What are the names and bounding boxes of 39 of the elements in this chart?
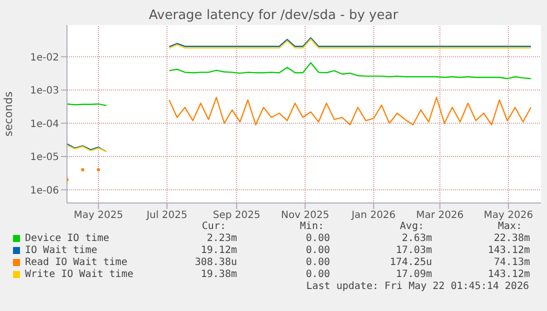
text: 74.13m [492, 257, 530, 268]
x-tick-label: Sep 2025 [212, 210, 260, 222]
text: Cur: [200, 221, 226, 232]
y-tick-label: 1e-03 [30, 86, 59, 97]
x-tick-label: May 2025 [74, 210, 124, 222]
y-tick-label: 1e-04 [30, 118, 59, 130]
text: Last update: Fri May 22 01:45:14 2026 [306, 281, 529, 292]
y-tick-label: 1e-05 [30, 152, 59, 164]
y-tick-label: 1e-06 [30, 185, 59, 196]
x-tick-label: Jul 2025 [146, 210, 188, 222]
text: Min: [298, 221, 324, 232]
x-tick-label: Mar 2026 [416, 210, 464, 222]
text: 2.63m [400, 233, 432, 244]
chart-title: Average latency for /dev/sda - by year [148, 8, 400, 23]
text: Max: [496, 221, 522, 232]
legend-label: Write IO Wait time [25, 269, 134, 280]
x-tick-label: Nov 2025 [281, 210, 330, 222]
text: 0.00 [304, 233, 330, 244]
text: 0.00 [304, 269, 330, 280]
text: 0.00 [304, 245, 330, 256]
text: 308.38u [194, 257, 237, 268]
legend-label: Read IO Wait time [25, 257, 128, 268]
x-tick-label: Jan 2026 [350, 210, 396, 222]
legend-label: IO Wait time [25, 245, 98, 256]
y-tick-label: 1e-02 [30, 52, 59, 64]
text: 143.12m [486, 245, 530, 256]
text: 2.23m [206, 233, 237, 244]
text: Avg: [398, 221, 424, 232]
text: 0.00 [304, 257, 330, 268]
legend-label: Device IO time [25, 233, 110, 244]
text: 174.25u [388, 257, 432, 268]
text: 22.38m [492, 233, 530, 244]
x-tick-label: May 2026 [484, 210, 534, 222]
y-axis-title: seconds [2, 91, 15, 136]
text: 143.12m [486, 269, 530, 280]
text: 19.38m [200, 269, 237, 280]
text: 17.03m [394, 245, 432, 256]
text: 19.12m [200, 245, 237, 256]
text: 17.09m [394, 269, 432, 280]
